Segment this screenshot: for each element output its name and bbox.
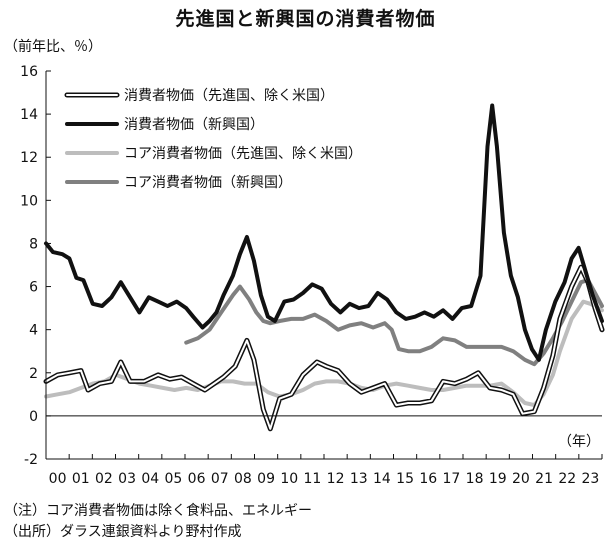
series-core-cpi-emerging xyxy=(184,278,604,367)
y-tick-label: 4 xyxy=(29,323,38,339)
x-tick-label: 14 xyxy=(373,471,391,487)
series-layer xyxy=(43,103,605,432)
x-tick-label: 06 xyxy=(188,471,206,487)
series-line xyxy=(184,278,604,367)
x-tick-label: 20 xyxy=(512,471,530,487)
x-tick-label: 04 xyxy=(141,471,159,487)
x-tick-label: 17 xyxy=(443,471,461,487)
series-cpi-emerging xyxy=(44,103,604,362)
y-axis-unit-label: （前年比、％） xyxy=(4,39,102,55)
x-tick-label: 11 xyxy=(304,471,322,487)
y-tick-label: 16 xyxy=(20,64,38,80)
legend-item-cpi-advanced-ex-us: 消費者物価（先進国、除く米国） xyxy=(64,88,334,104)
legend: 消費者物価（先進国、除く米国） 消費者物価（新興国） コア消費者物価（先進国、除く米… xyxy=(64,88,362,191)
x-tick-label: 05 xyxy=(165,471,183,487)
footnote-note: （注）コア消費者物価は除く食料品、エネルギー xyxy=(4,503,312,519)
x-tick-label: 19 xyxy=(489,471,507,487)
y-tick-label: 14 xyxy=(20,107,38,123)
series-cpi-advanced-ex-us xyxy=(43,264,605,432)
footnote-source: （出所）ダラス連銀資料より野村作成 xyxy=(4,524,242,540)
x-tick-label: 13 xyxy=(350,471,368,487)
x-tick-label: 03 xyxy=(118,471,136,487)
x-tick-label: 09 xyxy=(257,471,275,487)
y-tick-label: 10 xyxy=(20,193,38,209)
x-tick-label: 00 xyxy=(49,471,67,487)
series-line xyxy=(44,103,604,362)
x-tick-label: 10 xyxy=(280,471,298,487)
legend-item-cpi-emerging: 消費者物価（新興国） xyxy=(65,117,264,133)
legend-item-core-cpi-emerging: コア消費者物価（新興国） xyxy=(65,175,292,191)
x-tick-label: 21 xyxy=(535,471,553,487)
legend-label: 消費者物価（新興国） xyxy=(124,117,264,133)
y-tick-label: 0 xyxy=(29,409,38,425)
legend-label: コア消費者物価（先進国、除く米国） xyxy=(124,146,362,162)
x-tick-label: 07 xyxy=(211,471,229,487)
x-tick-label: 12 xyxy=(327,471,345,487)
series-line-core xyxy=(45,266,603,430)
legend-label: 消費者物価（先進国、除く米国） xyxy=(124,88,334,104)
x-tick-label: 01 xyxy=(72,471,90,487)
y-tick-label: 6 xyxy=(29,280,38,296)
x-axis-unit-label: （年） xyxy=(558,434,600,450)
y-tick-label: 12 xyxy=(20,150,38,166)
legend-item-core-cpi-advanced-ex-us: コア消費者物価（先進国、除く米国） xyxy=(65,146,362,162)
x-tick-label: 18 xyxy=(466,471,484,487)
legend-label: コア消費者物価（新興国） xyxy=(124,175,292,191)
series-core-cpi-advanced-ex-us xyxy=(44,299,604,408)
x-tick-label: 15 xyxy=(396,471,414,487)
x-tick-label: 08 xyxy=(234,471,252,487)
x-tick-label: 16 xyxy=(419,471,437,487)
x-tick-label: 23 xyxy=(582,471,600,487)
x-tick-label: 02 xyxy=(95,471,113,487)
series-line xyxy=(44,299,604,408)
y-tick-label: -2 xyxy=(24,452,38,468)
y-tick-label: 8 xyxy=(29,236,38,252)
x-tick-label: 22 xyxy=(558,471,576,487)
chart-title: 先進国と新興国の消費者物価 xyxy=(175,8,436,30)
y-tick-label: 2 xyxy=(29,366,38,382)
